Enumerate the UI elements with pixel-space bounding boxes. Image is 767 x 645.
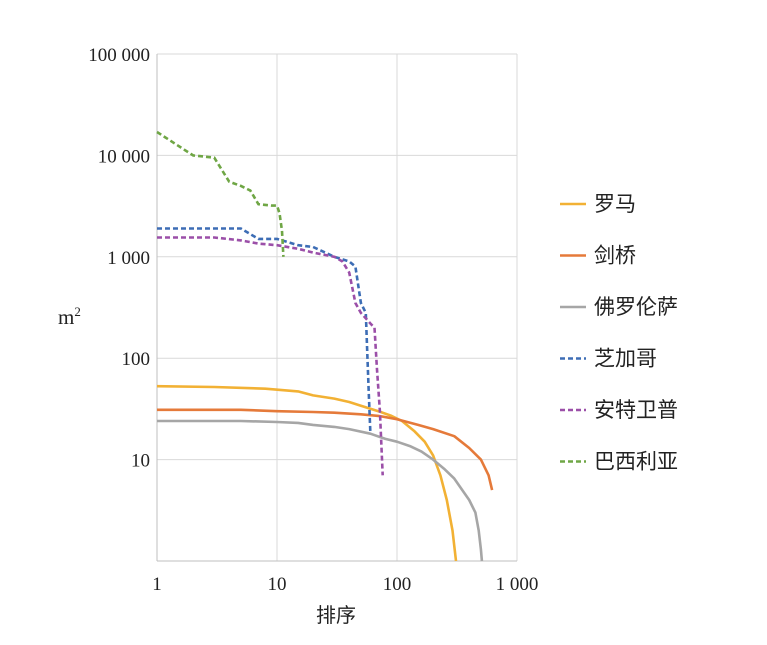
legend-label-3: 佛罗伦萨 [594, 295, 678, 319]
y-tick-label: 1 000 [107, 248, 150, 269]
y-tick-labels: 10 100 1 000 10 000 100 000 [88, 45, 150, 472]
legend-label-1: 罗马 [594, 192, 636, 216]
series-line-1 [156, 384, 458, 562]
y-axis-title-superscript: 2 [74, 304, 81, 319]
x-tick-label: 1 000 [496, 574, 539, 595]
legend-label-4: 芝加哥 [594, 347, 657, 371]
x-tick-labels: 1 10 100 1 000 [152, 574, 538, 595]
series-line-4 [157, 227, 372, 434]
x-tick-label: 1 [152, 574, 162, 595]
series-line-2 [157, 408, 494, 491]
y-axis-title: m2 [58, 304, 81, 329]
y-axis-title-base: m [58, 305, 74, 329]
series-line-5 [157, 236, 384, 476]
y-tick-label: 100 000 [88, 45, 150, 66]
plot-area [156, 130, 494, 562]
gridlines [157, 53, 518, 561]
series-line-3 [157, 419, 484, 562]
axes [156, 54, 517, 562]
legend-label-2: 剑桥 [594, 244, 636, 268]
y-tick-label: 10 000 [98, 146, 150, 167]
x-tick-label: 10 [268, 574, 287, 595]
series-line-6 [156, 130, 285, 257]
y-tick-label: 100 [122, 349, 151, 370]
legend-label-5: 安特卫普 [594, 398, 678, 422]
x-tick-label: 100 [383, 574, 412, 595]
y-tick-label: 10 [131, 451, 150, 472]
x-axis-title: 排序 [316, 603, 356, 627]
legend-label-6: 巴西利亚 [594, 450, 678, 474]
